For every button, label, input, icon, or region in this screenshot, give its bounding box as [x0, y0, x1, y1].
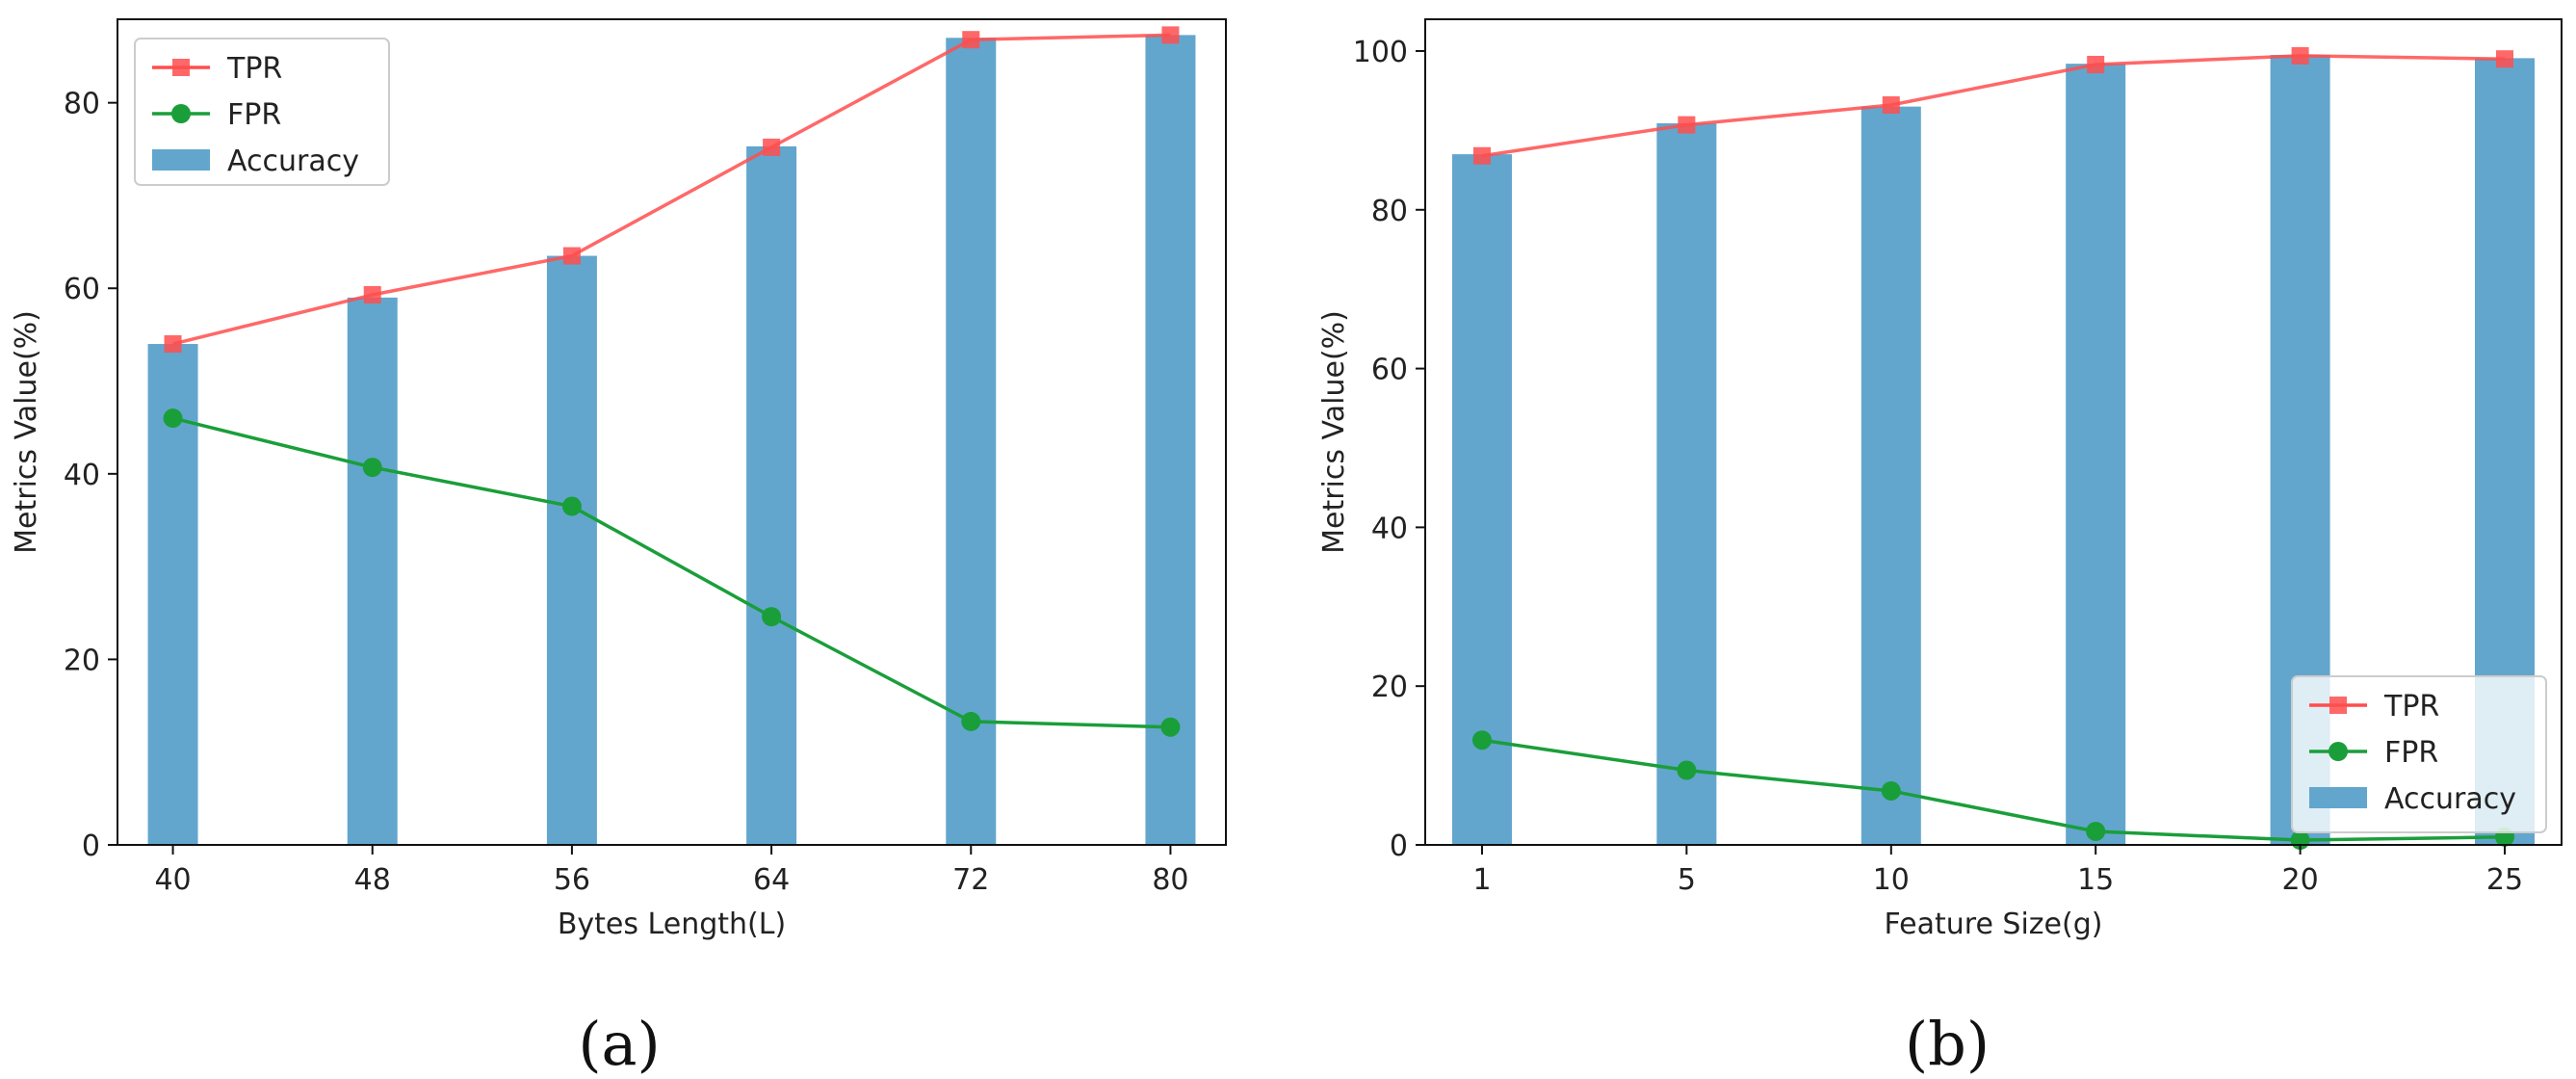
legend-fpr-label: FPR [2384, 736, 2438, 770]
chart-a: 40 48 56 64 72 80 0 20 40 60 80 Bytes Length(L) Metr… [10, 18, 1227, 1079]
x-tick-label: 40 [154, 863, 191, 897]
y-tick-label: 60 [1371, 354, 1408, 387]
subfigure-caption: (b) [1905, 1009, 1990, 1079]
x-tick-label: 20 [2282, 863, 2319, 897]
y-tick-label: 40 [1371, 512, 1408, 545]
fpr-marker [561, 496, 582, 516]
legend-tpr-label: TPR [2383, 690, 2439, 724]
fpr-marker [762, 607, 782, 627]
accuracy-bar [946, 38, 997, 846]
legend: TPR FPR Accuracy [134, 38, 390, 186]
y-tick-label: 80 [1371, 195, 1408, 228]
legend-tpr-marker [172, 59, 190, 76]
tpr-marker [962, 31, 980, 49]
fpr-line [172, 416, 1171, 729]
x-tick-label: 1 [1472, 863, 1491, 897]
tpr-marker [2496, 50, 2513, 68]
accuracy-bar [347, 297, 398, 845]
tpr-marker [164, 335, 182, 354]
fpr-marker [163, 408, 183, 429]
accuracy-bar [1860, 106, 1921, 846]
tpr-marker [763, 138, 781, 156]
tpr-marker [2291, 46, 2309, 65]
legend: TPR FPR Accuracy [2291, 675, 2547, 833]
legend-tpr-label: TPR [226, 52, 282, 86]
accuracy-bar [1145, 35, 1196, 845]
legend-fpr-marker [2329, 742, 2348, 761]
y-axis-title: Metrics Value(%) [1317, 310, 1351, 554]
y-axis-title: Metrics Value(%) [10, 310, 43, 554]
fpr-marker [961, 711, 981, 731]
tpr-marker [1678, 116, 1696, 134]
x-tick-label: 10 [1873, 863, 1910, 897]
x-tick-label: 72 [952, 863, 989, 897]
x-tick-label: 5 [1678, 863, 1696, 897]
tpr-marker [1473, 146, 1491, 165]
legend-tpr-marker [2329, 697, 2347, 714]
tpr-line [172, 33, 1171, 346]
x-tick-label: 25 [2486, 863, 2523, 897]
tpr-marker [1882, 95, 1900, 114]
y-tick-label: 0 [1390, 829, 1408, 863]
tpr-line [1481, 54, 2506, 158]
x-tick-label: 80 [1152, 863, 1188, 897]
y-tick-label: 20 [1371, 671, 1408, 704]
x-tick-label: 15 [2077, 863, 2114, 897]
plot-frame [1424, 18, 2563, 846]
legend-fpr-marker [171, 104, 191, 123]
legend-box [134, 38, 390, 186]
fpr-marker [1472, 730, 1492, 750]
accuracy-bar [1656, 122, 1717, 845]
tpr-marker [363, 285, 381, 303]
x-tick-label: 48 [354, 863, 391, 897]
y-tick-label: 20 [64, 644, 100, 677]
y-tick-label: 0 [82, 829, 100, 863]
legend-accuracy-swatch [152, 149, 210, 171]
x-axis-title: Bytes Length(L) [558, 908, 786, 941]
fpr-marker [362, 458, 382, 478]
y-tick-label: 80 [64, 88, 100, 121]
y-tick-label: 40 [64, 459, 100, 492]
fpr-marker [1677, 760, 1697, 780]
fpr-marker [2086, 821, 2106, 841]
accuracy-bar [746, 145, 797, 845]
y-tick-label: 60 [64, 273, 100, 306]
fpr-line [1481, 738, 2506, 842]
legend-accuracy-swatch [2309, 787, 2367, 808]
legend-accuracy-label: Accuracy [227, 145, 359, 178]
x-tick-label: 56 [554, 863, 590, 897]
accuracy-bar [1452, 154, 1512, 845]
plot-frame [117, 18, 1227, 846]
y-tick-label: 100 [1353, 36, 1408, 69]
legend-accuracy-label: Accuracy [2384, 782, 2516, 816]
x-axis-title: Feature Size(g) [1885, 908, 2103, 941]
legend-fpr-label: FPR [227, 98, 281, 132]
accuracy-bar [2066, 64, 2126, 845]
subfigure-caption: (a) [578, 1009, 660, 1079]
fpr-marker [1881, 780, 1901, 801]
x-tick-label: 64 [753, 863, 790, 897]
tpr-marker [1161, 26, 1180, 44]
fpr-marker [1160, 717, 1181, 737]
tpr-marker [2087, 55, 2105, 73]
accuracy-bar [546, 255, 597, 846]
tpr-marker [562, 247, 581, 265]
